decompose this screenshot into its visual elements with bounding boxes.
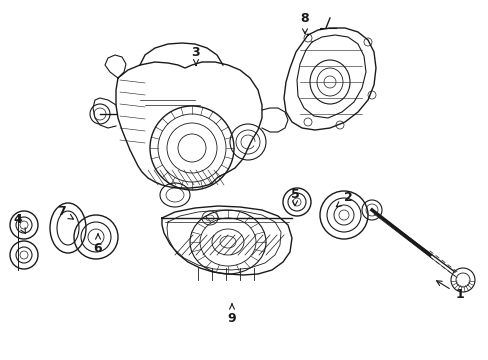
Text: 5: 5 xyxy=(290,189,299,206)
Text: 9: 9 xyxy=(227,304,236,324)
Text: 4: 4 xyxy=(14,213,25,233)
Text: 7: 7 xyxy=(58,206,73,219)
Text: 1: 1 xyxy=(436,281,464,301)
Text: 3: 3 xyxy=(191,45,200,66)
Text: 2: 2 xyxy=(336,192,352,207)
Text: 6: 6 xyxy=(94,234,102,255)
Text: 8: 8 xyxy=(300,12,309,34)
